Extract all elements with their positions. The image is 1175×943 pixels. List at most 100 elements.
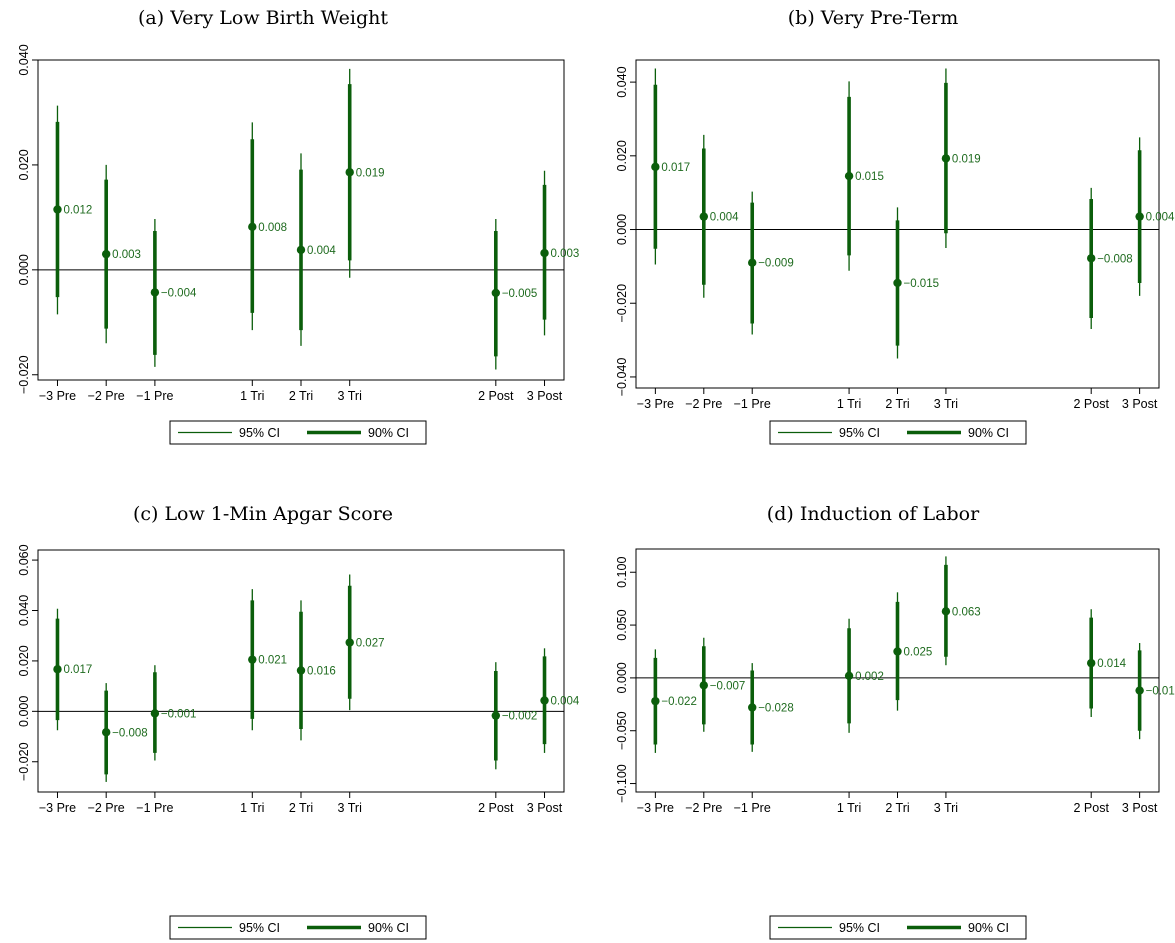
chart-title: (d) Induction of Labor bbox=[767, 503, 980, 525]
estimate-label: 0.015 bbox=[855, 171, 884, 183]
estimate-point bbox=[699, 212, 708, 221]
estimate-label: 0.002 bbox=[855, 671, 884, 683]
x-tick-label: −1 Pre bbox=[136, 801, 173, 815]
estimate-point bbox=[248, 222, 257, 232]
estimate-point bbox=[893, 647, 902, 656]
estimate-point bbox=[1087, 254, 1096, 263]
estimate-label: 0.027 bbox=[356, 638, 385, 650]
estimate-label: −0.015 bbox=[904, 278, 940, 290]
x-tick-label: 2 Post bbox=[1073, 801, 1109, 815]
y-tick-label: −0.020 bbox=[17, 742, 31, 781]
x-tick-label: 2 Post bbox=[1073, 397, 1109, 411]
x-tick-label: −3 Pre bbox=[39, 801, 76, 815]
legend-label-90: 90% CI bbox=[368, 426, 409, 440]
estimate-label: −0.008 bbox=[112, 727, 147, 739]
legend-label-90: 90% CI bbox=[968, 921, 1009, 935]
x-tick-label: 1 Tri bbox=[240, 389, 264, 403]
estimate-point bbox=[651, 696, 660, 706]
estimate-label: 0.004 bbox=[551, 695, 580, 707]
estimate-point bbox=[893, 278, 902, 288]
estimate-label: 0.017 bbox=[661, 162, 690, 174]
x-tick-label: 2 Post bbox=[478, 389, 514, 403]
x-tick-label: 3 Tri bbox=[338, 801, 362, 815]
x-tick-label: −3 Pre bbox=[637, 801, 674, 815]
x-tick-label: 1 Tri bbox=[240, 801, 264, 815]
x-tick-label: 3 Tri bbox=[338, 389, 362, 403]
x-tick-label: −3 Pre bbox=[637, 397, 674, 411]
y-tick-label: 0.000 bbox=[615, 662, 629, 693]
estimate-label: −0.005 bbox=[502, 288, 538, 300]
chart-title: (b) Very Pre-Term bbox=[788, 7, 959, 29]
chart-title: (a) Very Low Birth Weight bbox=[138, 7, 388, 29]
estimate-point bbox=[101, 728, 111, 737]
x-tick-label: −2 Pre bbox=[685, 801, 722, 815]
x-tick-label: 3 Tri bbox=[934, 397, 958, 411]
chart-panel-a: (a) Very Low Birth Weight −0.020 0.000 0.02… bbox=[17, 7, 580, 445]
estimate-label: 0.008 bbox=[258, 222, 287, 234]
estimate-label: −0.007 bbox=[710, 680, 746, 692]
estimate-point bbox=[1135, 212, 1144, 221]
legend-label-95: 95% CI bbox=[239, 921, 280, 935]
x-tick-label: 2 Tri bbox=[289, 389, 313, 403]
estimate-point bbox=[53, 205, 62, 214]
y-tick-label: 0.100 bbox=[615, 557, 629, 588]
estimate-point bbox=[748, 258, 757, 267]
estimate-label: 0.025 bbox=[904, 646, 933, 658]
x-tick-label: 3 Post bbox=[527, 801, 563, 815]
estimate-point bbox=[941, 154, 951, 163]
estimate-point bbox=[491, 711, 501, 720]
x-tick-label: −1 Pre bbox=[734, 397, 771, 411]
estimate-label: 0.017 bbox=[63, 664, 92, 676]
estimate-label: −0.028 bbox=[758, 702, 794, 714]
estimate-label: 0.004 bbox=[1146, 212, 1175, 224]
estimate-label: 0.003 bbox=[551, 248, 580, 260]
x-tick-label: −1 Pre bbox=[136, 389, 173, 403]
y-tick-label: 0.060 bbox=[17, 544, 31, 575]
y-tick-label: 0.020 bbox=[17, 645, 31, 676]
x-tick-label: 3 Post bbox=[1122, 801, 1158, 815]
y-tick-label: 0.020 bbox=[17, 149, 31, 180]
estimate-point bbox=[101, 249, 111, 259]
estimate-label: −0.002 bbox=[502, 711, 538, 723]
estimate-label: −0.009 bbox=[758, 258, 794, 270]
legend-label-95: 95% CI bbox=[839, 921, 880, 935]
estimate-label: 0.063 bbox=[952, 606, 981, 618]
y-tick-label: 0.020 bbox=[615, 140, 629, 171]
legend-label-90: 90% CI bbox=[368, 921, 409, 935]
chart-panel-c: (c) Low 1-Min Apgar Score −0.020 0.000 0.02… bbox=[17, 503, 580, 940]
estimate-point bbox=[150, 709, 160, 718]
x-tick-label: 1 Tri bbox=[837, 801, 861, 815]
estimate-point bbox=[150, 288, 160, 297]
legend-label-90: 90% CI bbox=[968, 426, 1009, 440]
y-tick-label: 0.000 bbox=[615, 214, 629, 245]
estimate-point bbox=[53, 665, 62, 674]
x-tick-label: 2 Tri bbox=[289, 801, 313, 815]
x-tick-label: 1 Tri bbox=[837, 397, 861, 411]
chart-panel-d: (d) Induction of Labor −0.100 −0.050 0.000 0… bbox=[615, 503, 1175, 940]
chart-title: (c) Low 1-Min Apgar Score bbox=[133, 503, 393, 525]
x-tick-label: 2 Tri bbox=[885, 397, 909, 411]
estimate-point bbox=[345, 168, 354, 177]
estimate-point bbox=[296, 245, 306, 255]
x-tick-label: −2 Pre bbox=[88, 801, 125, 815]
estimate-label: 0.019 bbox=[952, 153, 981, 165]
y-tick-label: 0.050 bbox=[615, 609, 629, 640]
legend-box bbox=[169, 915, 427, 940]
estimate-label: 0.003 bbox=[112, 249, 141, 261]
y-tick-label: −0.100 bbox=[615, 764, 629, 803]
y-tick-label: 0.000 bbox=[17, 254, 31, 285]
estimate-point bbox=[345, 638, 354, 647]
estimate-label: 0.012 bbox=[63, 205, 92, 217]
estimate-label: 0.004 bbox=[710, 212, 739, 224]
x-tick-label: 3 Tri bbox=[934, 801, 958, 815]
y-tick-label: −0.020 bbox=[615, 284, 629, 323]
estimate-point bbox=[748, 703, 757, 712]
x-tick-label: −2 Pre bbox=[685, 397, 722, 411]
estimate-point bbox=[1135, 686, 1144, 695]
estimate-point bbox=[941, 607, 951, 616]
estimate-point bbox=[844, 171, 854, 181]
estimate-label: 0.014 bbox=[1097, 658, 1126, 670]
y-tick-label: 0.040 bbox=[615, 66, 629, 97]
estimate-point bbox=[248, 655, 257, 664]
